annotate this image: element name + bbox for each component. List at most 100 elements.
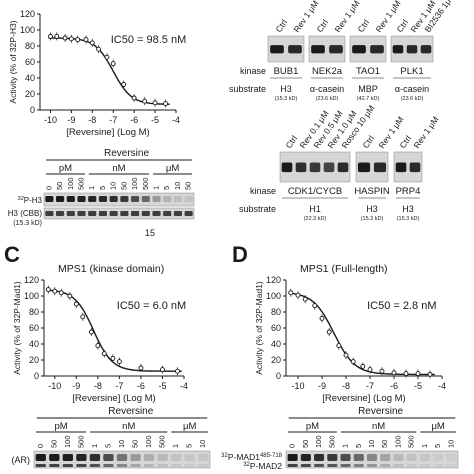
kin-top-blot-0-kd: (15.3 kD) [275, 96, 298, 102]
chart-2-y-tick-label-6: 120 [266, 275, 281, 285]
gel-a-cbb-band-2 [66, 211, 75, 216]
panel-label-c: C [4, 242, 20, 267]
chart-2-y-tick-label-3: 60 [271, 323, 281, 333]
kin-top-blot-0-band-1 [288, 45, 302, 54]
gel-d-band-label-1-main: P-MAD2 [250, 461, 282, 471]
gel-a-cbb-band-9 [141, 211, 150, 216]
gel-a-lane-6: 10 [109, 182, 118, 190]
gel-d-band-label-1-sup: 32 [243, 462, 250, 468]
gel-d-band-label-1: 32P-MAD2 [243, 461, 282, 471]
gel-c-band2-2 [62, 464, 73, 467]
kin-bottom-blot-2-lane-0: Ctrl [397, 133, 413, 150]
kin-top-blot-1-substrate: α-casein [310, 84, 344, 94]
gel-d-band2-1 [300, 464, 311, 467]
gel-d-band2-4 [340, 464, 351, 467]
kin-bottom-blot-0-band-0 [281, 162, 293, 173]
chart-1-point-8 [101, 351, 107, 357]
kin-bottom-blot-0-kd: (22.3 kD) [304, 216, 327, 222]
gel-d-band2-12 [446, 464, 457, 467]
chart-0-x-tick-label-5: -5 [151, 115, 159, 125]
gel-a-group-label: Reversine [104, 148, 149, 159]
gel-c-row-label: (AR) [12, 455, 31, 465]
gel-d-lane-10: 1 [420, 444, 429, 448]
gel-d-band-label-0-main: P-MAD1 [228, 452, 260, 462]
gel-c-band-4 [89, 454, 101, 461]
kin-bottom-blot-1-kd: (15.3 kD) [361, 216, 384, 222]
kin-bottom-blot-0-band-3 [323, 162, 335, 173]
kin-bottom-blot-1-kinase: HASPIN [354, 186, 390, 197]
kin-bottom-blot-2-kinase: PRP4 [396, 186, 421, 197]
chart-1-ic50-label: IC50 = 6.0 nM [117, 300, 186, 312]
gel-d-band-11 [433, 454, 444, 461]
gel-a-band-12 [173, 196, 182, 202]
gel-d-lane-6: 10 [367, 440, 376, 448]
gel-c-band-5 [103, 454, 114, 461]
kin-top-blot-2-kinase: TAO1 [356, 66, 380, 77]
gel-a-lane-0: 0 [44, 186, 53, 190]
chart-1-point-4 [73, 301, 79, 307]
gel-a-blot [43, 192, 195, 207]
kin-bottom-blot-2-kd: (15.3 kD) [397, 216, 420, 222]
gel-a-band-5 [98, 196, 107, 202]
gel-a-row-sub: (15.3 kD) [13, 220, 42, 227]
chart-2-y-label: Activity (% of 32P-Mad1) [254, 281, 264, 375]
gel-c-lane-3: 500 [76, 435, 85, 448]
gel-d-band2-7 [380, 464, 391, 467]
chart-2-point-13 [403, 371, 409, 377]
kin-bottom-blot-0-lane-0: Ctrl [283, 133, 299, 150]
gel-c-group-label: Reversine [108, 406, 153, 417]
chart-2-x-tick-label-6: -4 [438, 381, 446, 391]
chart-1-point-11 [138, 365, 144, 371]
gel-c-band2-10 [171, 464, 182, 467]
chart-2-title: MPS1 (Full-length) [300, 263, 388, 275]
gel-a-cbb-band-6 [109, 211, 118, 216]
gel-d-lane-7: 50 [380, 440, 389, 448]
gel-d-band2-3 [327, 464, 338, 467]
chart-1-point-12 [160, 367, 165, 373]
chart-2-x-tick-label-4: -6 [390, 381, 398, 391]
kin-top-blot-3-band-0 [392, 45, 404, 54]
gel-d-unit-2: μM [431, 421, 444, 432]
gel-d-lane-5: 5 [354, 444, 363, 448]
gel-d-band2-2 [314, 464, 325, 467]
chart-0-y-tick-label-1: 20 [25, 89, 35, 99]
chart-0-x-tick-label-0: -10 [44, 115, 57, 125]
chart-2-y-tick-label-5: 100 [266, 291, 281, 301]
gel-a-cbb-band-1 [56, 211, 65, 216]
kin-top-blot-1-band-1 [329, 45, 343, 54]
gel-d-band-1 [300, 454, 311, 461]
gel-d-lane-11: 5 [433, 444, 442, 448]
chart-0-x-tick-label-4: -6 [130, 115, 138, 125]
gel-a-unit-2: μM [166, 163, 179, 174]
gel-c-band2-0 [35, 464, 46, 467]
gel-c-lane-0: 0 [36, 444, 45, 448]
chart-2-y-tick-label-2: 40 [271, 339, 281, 349]
kin-top-blot-0-band-0 [270, 45, 284, 54]
chart-2-point-4 [319, 315, 325, 321]
chart-0-point-6 [89, 40, 95, 46]
gel-a-band-6 [109, 196, 118, 202]
kin-top-kinase-label: kinase [240, 66, 266, 76]
gel-a-unit-0: pM [59, 163, 72, 174]
gel-c-band-2 [62, 454, 73, 461]
kin-bottom-blot-1-band-0 [357, 162, 371, 173]
chart-1-title: MPS1 (kinase domain) [58, 263, 164, 275]
chart-0-point-10 [121, 81, 127, 87]
chart-1-y-tick-label-1: 20 [29, 355, 39, 365]
gel-a-cbb-band-5 [98, 211, 107, 216]
gel-d-band-label-0-sup2: 485-718 [260, 453, 283, 459]
gel-d-band-8 [393, 454, 404, 461]
chart-2-x-tick-label-5: -5 [414, 381, 422, 391]
kin-top-blot-1-band-0 [311, 45, 325, 54]
chart-2-point-0 [288, 290, 294, 296]
gel-a-band-1 [56, 196, 65, 202]
kin-bottom-blot-2-lane-1: Rev 1 μM [411, 114, 440, 150]
gel-d-band-12 [446, 454, 457, 461]
kin-top-blot-1-kd: (23.6 kD) [316, 96, 339, 102]
chart-1-point-6 [88, 329, 94, 335]
gel-c-lane-12: 10 [198, 440, 207, 448]
chart-1-point-7 [95, 343, 101, 349]
